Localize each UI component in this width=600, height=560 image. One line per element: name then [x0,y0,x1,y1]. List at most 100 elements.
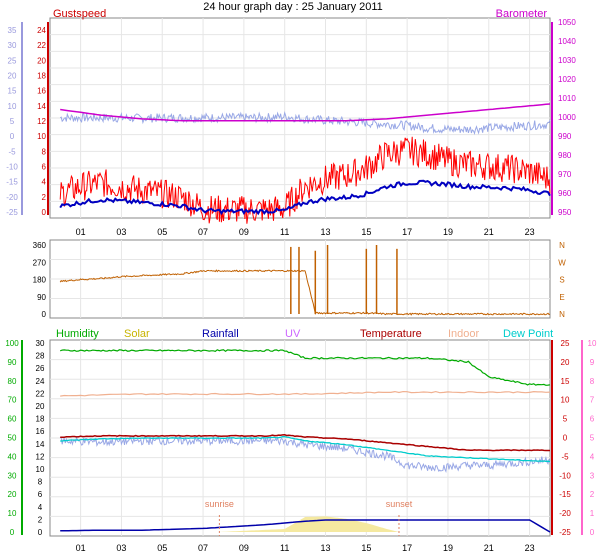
rainfall-line [60,519,551,533]
y-tick-uv: 6 [590,415,595,424]
y-tick-temperature: 25 [561,339,570,348]
temperature-line [60,434,550,452]
temperature-line [59,111,551,136]
y-tick-direction: 180 [33,276,47,285]
y-tick-gust: 10 [37,132,46,141]
barometer-line [60,103,551,122]
y-tick-baro: 1030 [558,56,576,65]
y-tick-gust: 14 [37,102,46,111]
y-tick-baro: 1020 [558,75,576,84]
y-tick-temperature: -20 [559,509,571,518]
y-tick-rain: 10 [36,465,45,474]
y-tick-baro: 1050 [558,18,576,27]
y-tick-direction: 360 [33,241,47,250]
temp-hatch-line [59,435,551,473]
y-tick-temp-left: 30 [8,41,17,50]
y-tick-temp-left: 20 [8,72,17,81]
y-tick-humidity: 40 [8,452,17,461]
x-tick-label: 03 [116,543,126,553]
y-tick-temperature: -15 [559,490,571,499]
y-tick-rain: 0 [38,528,43,537]
legend-humidity: Humidity [56,328,99,340]
y-tick-gust: 22 [37,41,46,50]
y-tick-temperature: 20 [561,358,570,367]
x-tick-label: 21 [484,227,494,237]
y-tick-temp-left: 35 [8,26,17,35]
x-tick-label: 23 [525,227,535,237]
direction-line [59,269,551,316]
x-tick-label: 23 [525,543,535,553]
y-tick-temp-left: -15 [6,178,18,187]
y-tick-gust: 16 [37,87,46,96]
legend-indoor: Indoor [448,328,480,340]
x-tick-label: 11 [280,227,289,237]
legend-rainfall: Rainfall [202,328,239,340]
y-tick-baro: 1000 [558,113,576,122]
y-tick-uv: 0 [590,528,595,537]
y-tick-uv: 3 [590,471,595,480]
y-tick-temp-left: -10 [6,163,18,172]
y-tick-uv: 4 [590,452,595,461]
y-tick-gust: 6 [42,163,47,172]
x-tick-label: 05 [157,543,167,553]
y-tick-uv: 1 [590,509,595,518]
x-tick-label: 19 [443,543,453,553]
y-tick-rain: 2 [38,515,43,524]
y-tick-direction: 270 [33,258,47,267]
y-tick-rain: 12 [36,452,45,461]
y-tick-rain: 16 [36,427,45,436]
y-tick-humidity: 30 [8,471,17,480]
y-tick-rain: 28 [36,352,45,361]
barometer-label: Barometer [496,8,548,20]
y-tick-compass: S [559,276,564,285]
y-tick-gust: 12 [37,117,46,126]
y-tick-temperature: 10 [561,396,570,405]
y-tick-compass: W [558,258,566,267]
x-tick-label: 21 [484,543,494,553]
x-tick-label: 13 [321,227,331,237]
legend-solar: Solar [124,328,150,340]
y-tick-temp-left: -25 [6,208,18,217]
y-tick-temperature: -10 [559,471,571,480]
y-tick-humidity: 70 [8,396,17,405]
y-tick-gust: 24 [37,26,46,35]
y-tick-temp-left: 15 [8,87,17,96]
legend-dew-point: Dew Point [503,328,553,340]
y-tick-baro: 990 [558,132,572,141]
y-tick-baro: 960 [558,189,572,198]
y-tick-baro: 950 [558,208,572,217]
x-tick-label: 19 [443,227,453,237]
y-tick-uv: 2 [590,490,595,499]
y-tick-uv: 7 [590,396,595,405]
y-tick-gust: 18 [37,72,46,81]
x-tick-label: 03 [116,227,126,237]
y-tick-humidity: 80 [8,377,17,386]
y-tick-temp-left: -20 [6,193,18,202]
x-tick-label: 17 [402,543,412,553]
y-tick-temp-left: 5 [10,117,15,126]
legend-uv: UV [285,328,301,340]
y-tick-uv: 8 [590,377,595,386]
y-tick-temp-left: -5 [8,147,16,156]
y-tick-rain: 26 [36,364,45,373]
y-tick-rain: 14 [36,440,45,449]
y-tick-rain: 30 [36,339,45,348]
y-tick-humidity: 0 [10,528,15,537]
humidity-line [60,349,551,386]
y-tick-uv: 9 [590,358,595,367]
dewpoint-line [60,436,551,463]
y-tick-rain: 4 [38,503,43,512]
y-tick-uv: 10 [588,339,597,348]
y-tick-gust: 20 [37,56,46,65]
y-tick-humidity: 20 [8,490,17,499]
x-tick-label: 11 [280,543,289,553]
solar-area [219,516,399,532]
x-tick-label: 07 [198,543,208,553]
x-tick-label: 09 [239,227,249,237]
y-tick-rain: 24 [36,377,45,386]
y-tick-baro: 980 [558,151,572,160]
y-tick-humidity: 90 [8,358,17,367]
x-tick-label: 15 [361,543,371,553]
y-tick-humidity: 50 [8,434,17,443]
